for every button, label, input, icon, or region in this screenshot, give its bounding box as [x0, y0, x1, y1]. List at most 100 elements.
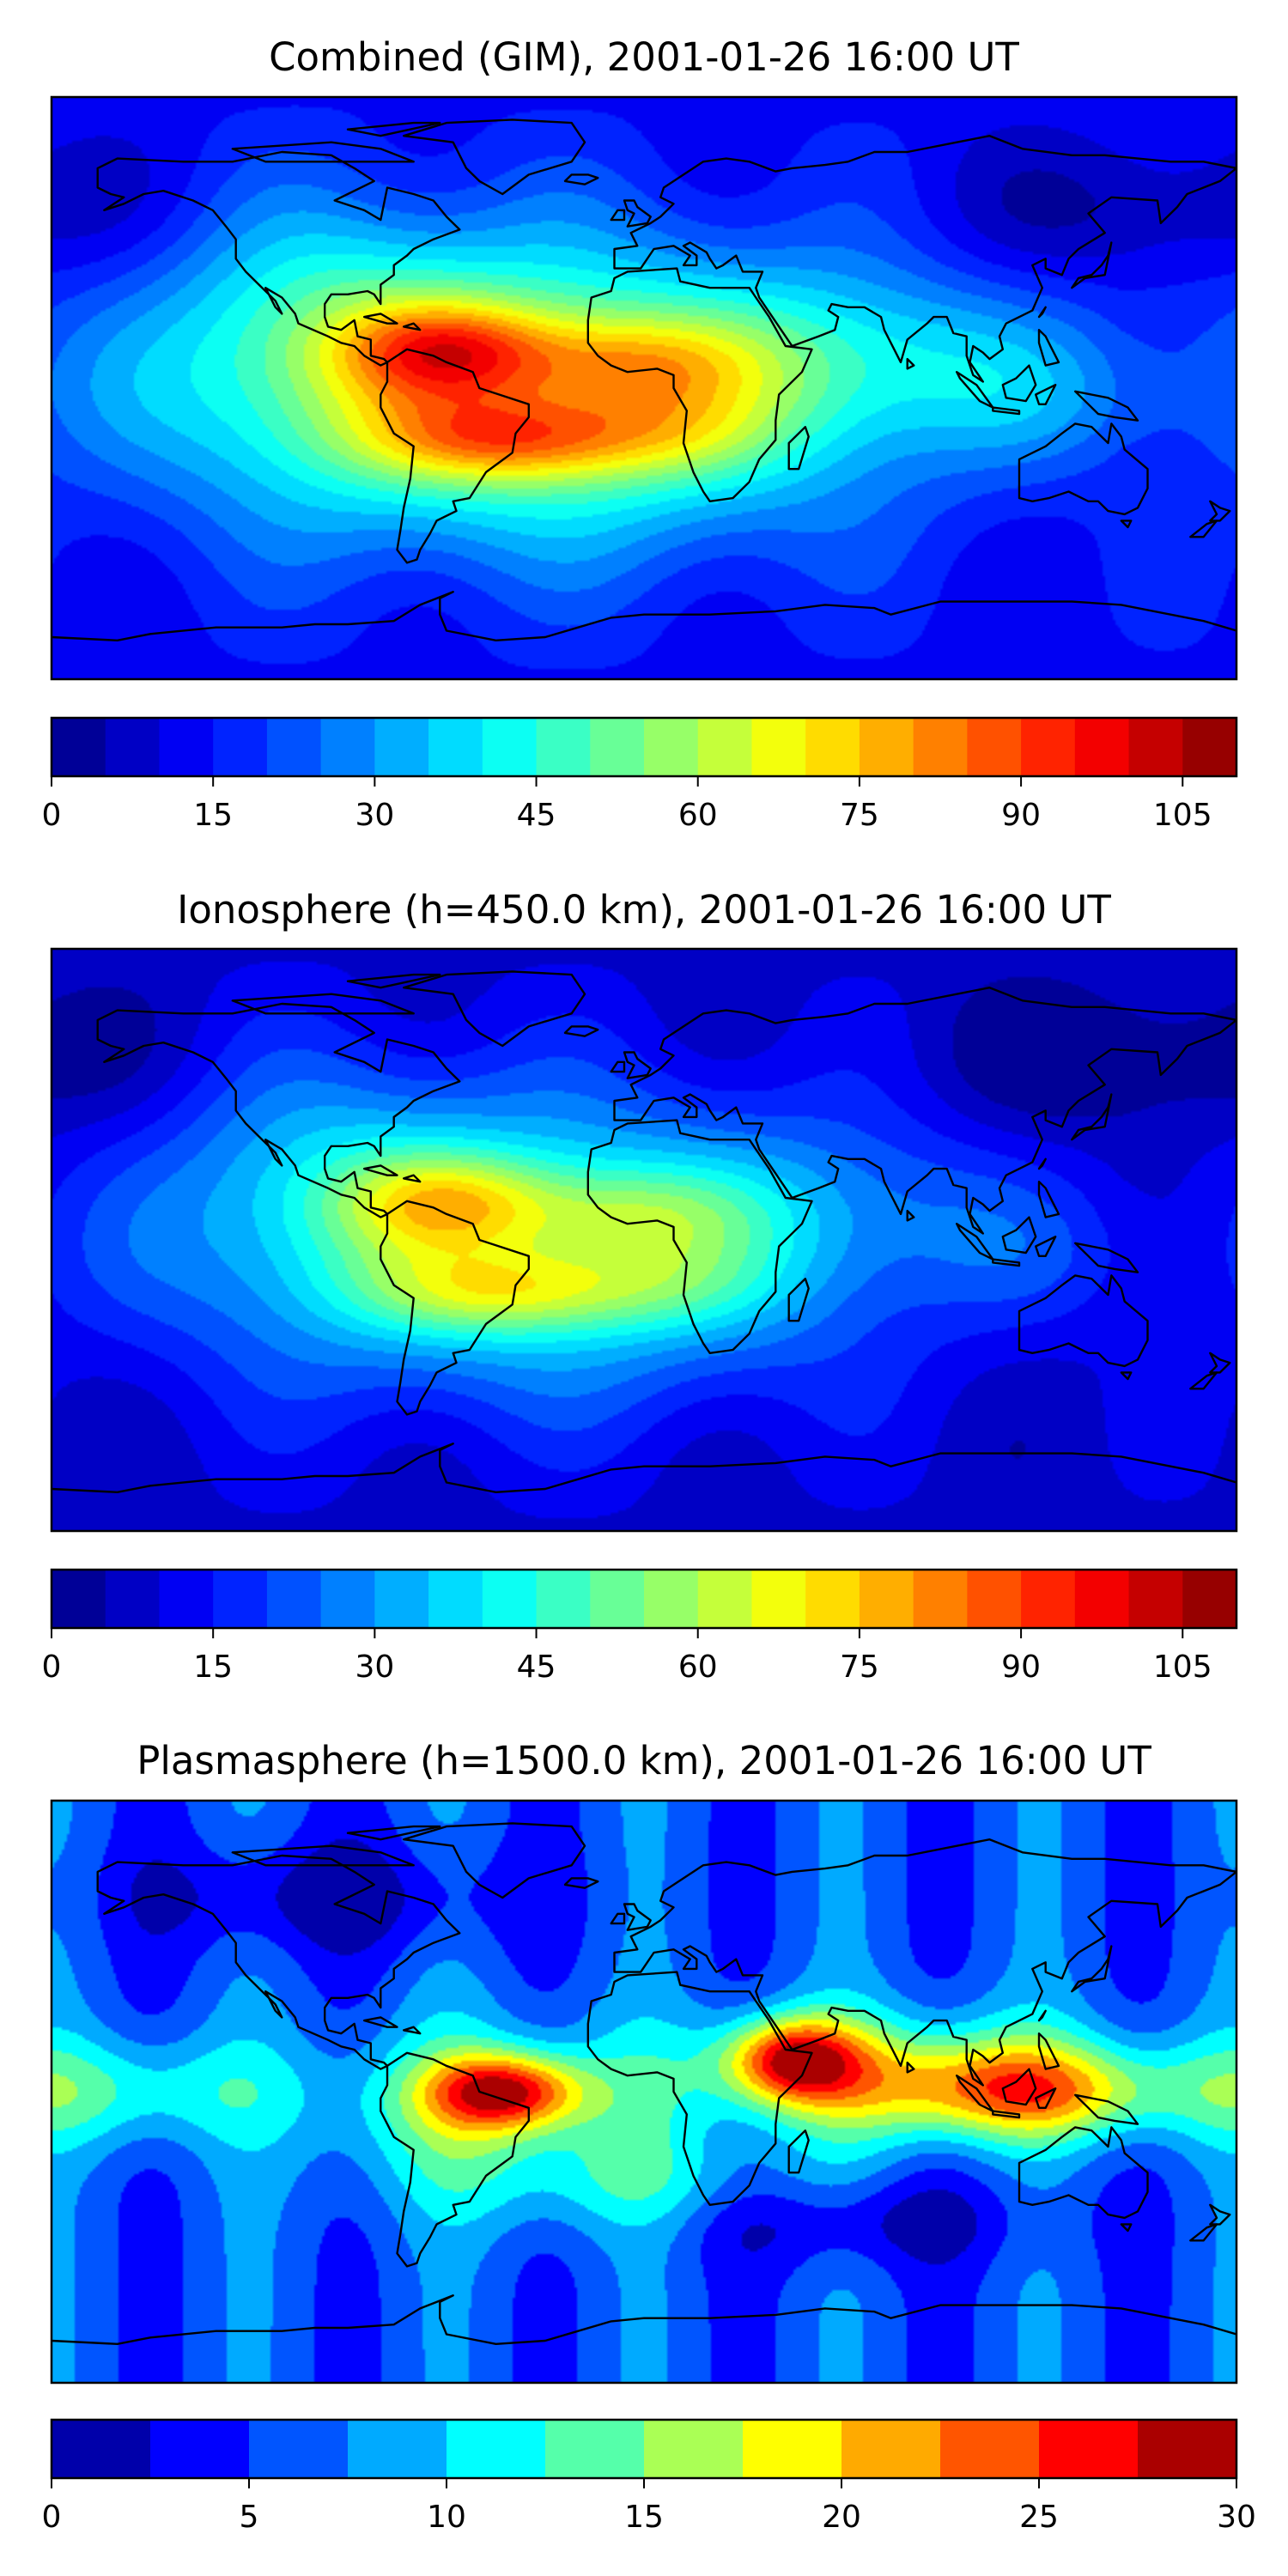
coast-madagascar: [787, 1278, 810, 1322]
tec-heatmap: [52, 97, 1236, 679]
colorbar-cell: [590, 718, 645, 776]
coast-cuba: [363, 1164, 398, 1176]
coast-taiwan: [1037, 2009, 1047, 2022]
coast-antarctica: [52, 1443, 1236, 1493]
coast-north-america: [96, 1854, 461, 2070]
coast-sulawesi: [1035, 1236, 1057, 1257]
colorbar: 0 15 30 45 60 75 90 105: [42, 716, 1238, 833]
coast-eurasia: [613, 135, 1236, 383]
colorbar-cell: [1039, 2420, 1139, 2478]
colorbar-cell: [940, 2420, 1040, 2478]
coast-java: [992, 2110, 1021, 2119]
colorbar-tick-label: 45: [517, 798, 556, 833]
coast-antarctica: [52, 591, 1236, 641]
coast-new-guinea: [1074, 1242, 1139, 1273]
coast-philippines: [1037, 329, 1060, 367]
coast-baffin-islands: [231, 141, 415, 163]
coast-java: [992, 1258, 1021, 1267]
colorbar-cell: [1128, 1570, 1183, 1628]
coast-hispaniola: [403, 2026, 422, 2035]
coast-africa: [586, 267, 813, 502]
coast-great-britain: [623, 1903, 652, 1931]
colorbar-cell: [805, 1570, 860, 1628]
tec-heatmap: [52, 949, 1236, 1531]
coast-new-guinea: [1074, 2093, 1139, 2125]
colorbar-cell: [743, 2420, 842, 2478]
coast-ireland: [610, 209, 626, 222]
map-area: [50, 947, 1238, 1533]
coast-borneo: [1001, 1216, 1037, 1255]
coastlines: [52, 1822, 1236, 2345]
panel-title: Ionosphere (h=450.0 km), 2001-01-26 16:0…: [177, 887, 1111, 933]
colorbar-tick-label: 15: [193, 1649, 233, 1685]
colorbar-cell: [751, 718, 806, 776]
coast-philippines: [1037, 1181, 1060, 1218]
colorbar-tick-label: 30: [355, 1649, 394, 1685]
colorbar-tick-label: 105: [1153, 1649, 1212, 1685]
coast-philippines: [1037, 2032, 1060, 2070]
colorbar-cell: [249, 2420, 349, 2478]
coast-borneo: [1001, 364, 1037, 403]
colorbar-cell: [1182, 718, 1237, 776]
colorbar-tick-label: 25: [1019, 2500, 1059, 2535]
colorbar: 0 15 30 45 60 75 90 105: [42, 1568, 1238, 1685]
colorbar-cell: [105, 718, 161, 776]
coast-ellesmere: [346, 973, 441, 989]
coast-sumatra: [956, 371, 994, 409]
coast-madagascar: [787, 2129, 810, 2174]
colorbar-cell: [52, 2420, 151, 2478]
colorbar-cell: [859, 1570, 914, 1628]
colorbar-tick-label: 60: [678, 798, 718, 833]
colorbar-cell: [374, 718, 429, 776]
colorbar-tick-label: 0: [42, 1649, 62, 1685]
coast-sumatra: [956, 2075, 994, 2112]
coast-tasmania: [1120, 1371, 1133, 1381]
colorbar-tick-label: 15: [624, 2500, 664, 2535]
coast-africa: [586, 1971, 813, 2206]
colorbar-cell: [52, 1570, 106, 1628]
colorbar-cell: [1182, 1570, 1237, 1628]
coast-eurasia: [613, 987, 1236, 1235]
coast-japan: [1071, 1945, 1113, 1993]
colorbar-tick-label: 105: [1153, 798, 1212, 833]
colorbar-cell: [697, 1570, 753, 1628]
colorbar-tick-label: 90: [1001, 1649, 1041, 1685]
colorbar-cell: [159, 1570, 214, 1628]
coast-north-america: [96, 150, 461, 367]
colorbar-tick-label: 0: [42, 798, 62, 833]
coast-great-britain: [623, 1051, 652, 1079]
colorbar-tick-label: 20: [822, 2500, 861, 2535]
coast-sri-lanka: [906, 357, 915, 370]
coast-sulawesi: [1035, 384, 1057, 405]
coast-ireland: [610, 1060, 626, 1073]
coast-iceland: [563, 1877, 599, 1889]
colorbar-cell: [428, 1570, 483, 1628]
coast-greenland: [403, 1822, 586, 1899]
colorbar-cell: [1074, 1570, 1130, 1628]
coast-new-zealand-south: [1189, 519, 1218, 538]
colorbar-cell: [213, 1570, 268, 1628]
colorbar-tick-label: 60: [678, 1649, 718, 1685]
coast-south-america: [380, 1200, 530, 1416]
coast-tasmania: [1120, 519, 1133, 529]
colorbar-cell: [213, 718, 268, 776]
coast-cuba: [363, 2016, 398, 2028]
colorbar-cell: [913, 718, 968, 776]
coast-iceland: [563, 1025, 599, 1037]
coast-madagascar: [787, 426, 810, 471]
coast-africa: [586, 1119, 813, 1354]
colorbar-cell: [447, 2420, 546, 2478]
coast-japan: [1071, 241, 1113, 289]
colorbar-cell: [428, 718, 483, 776]
coast-australia: [1018, 1274, 1149, 1368]
coast-hispaniola: [403, 1174, 422, 1183]
coast-australia: [1018, 422, 1149, 516]
map-area: [50, 1799, 1238, 2385]
colorbar-cell: [320, 718, 375, 776]
panel-ionosphere: Ionosphere (h=450.0 km), 2001-01-26 16:0…: [42, 887, 1238, 1685]
map-area: [50, 95, 1238, 681]
colorbar-cell: [1021, 1570, 1076, 1628]
panel-plasmasphere: Plasmasphere (h=1500.0 km), 2001-01-26 1…: [42, 1738, 1256, 2535]
colorbar-tick-label: 5: [240, 2500, 259, 2535]
colorbar-cell: [545, 2420, 645, 2478]
